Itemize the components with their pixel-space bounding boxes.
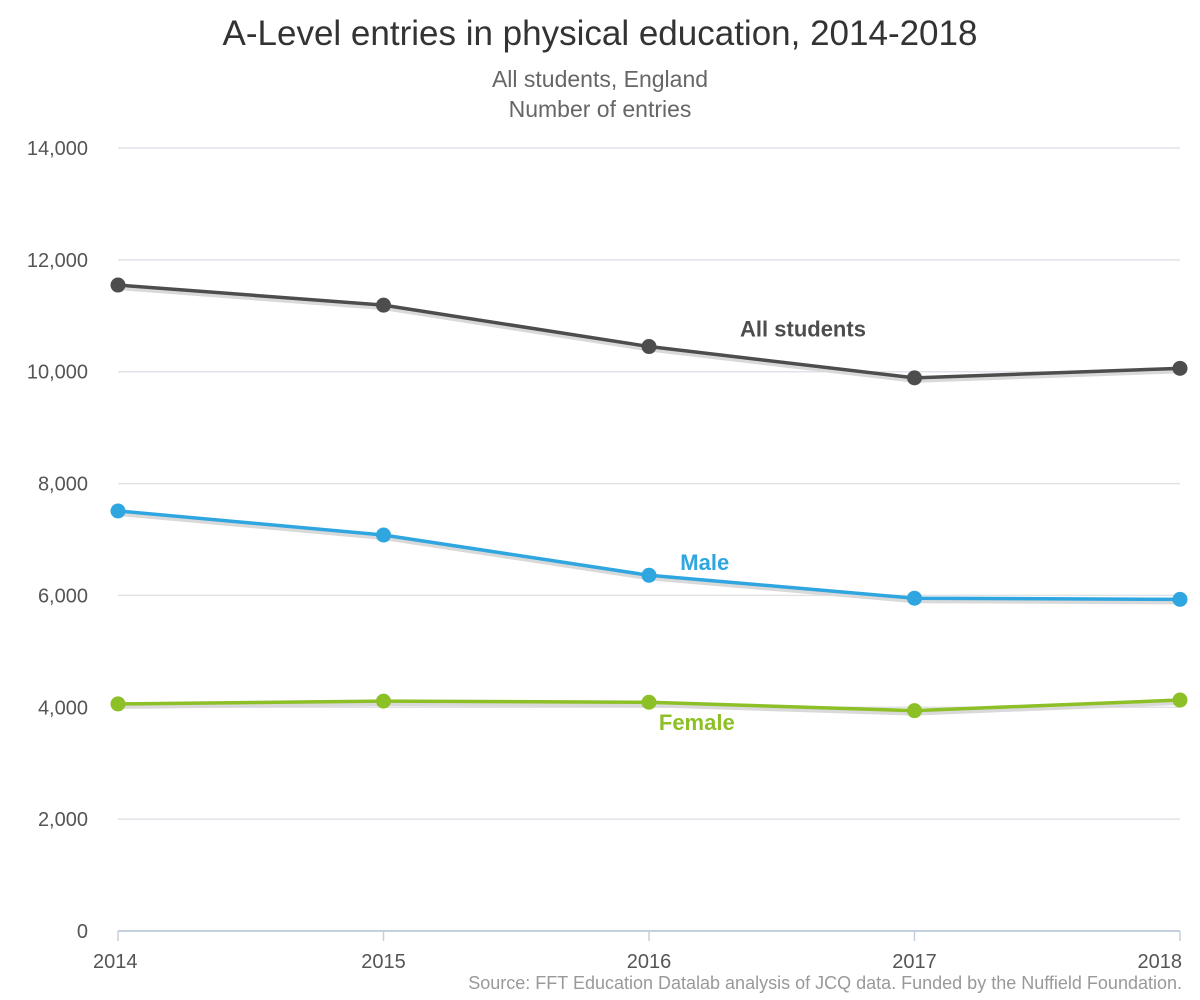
series-all-students <box>110 277 1188 386</box>
data-point-all-students <box>376 297 391 313</box>
source-note: Source: FFT Education Datalab analysis o… <box>468 973 1182 993</box>
axes: 0 2,000 4,000 6,000 8,000 10,000 12,000 14,000 2… <box>27 138 1182 973</box>
series-labels: All students Male Female <box>659 317 866 735</box>
series-label-female: Female <box>659 710 735 735</box>
series-female <box>110 692 1188 719</box>
y-tick-label: 12,000 <box>27 250 88 272</box>
series-label-male: Male <box>680 550 729 575</box>
x-tick-label: 2017 <box>892 951 937 973</box>
data-point-all-students <box>1172 360 1188 376</box>
x-tick-label: 2014 <box>93 951 138 973</box>
series-male <box>110 503 1188 607</box>
y-tick-label: 14,000 <box>27 138 88 160</box>
subtitle-line-measure: Number of entries <box>508 96 692 122</box>
data-point-all-students <box>907 370 922 386</box>
data-point-female <box>376 693 391 709</box>
series-label-all-students: All students <box>740 317 866 342</box>
series-line-male <box>117 509 1181 602</box>
data-point-male <box>1172 591 1188 607</box>
series-lines <box>110 277 1188 719</box>
series-shadow-male <box>117 511 1181 605</box>
data-point-male <box>376 527 391 543</box>
gridlines <box>118 147 1180 820</box>
y-tick-label: 4,000 <box>38 697 88 719</box>
data-point-female <box>641 694 657 710</box>
data-point-all-students <box>641 339 657 355</box>
y-tick-label: 0 <box>77 921 88 943</box>
data-point-female <box>907 703 922 719</box>
y-tick-label: 2,000 <box>38 809 88 831</box>
data-point-female <box>110 696 126 712</box>
chart-subtitle: All students, England Number of entries <box>0 64 1200 124</box>
x-tick-label: 2018 <box>1138 951 1183 973</box>
x-tick-label: 2015 <box>361 951 406 973</box>
chart-title: A-Level entries in physical education, 2… <box>222 14 978 53</box>
y-tick-label: 8,000 <box>38 474 88 496</box>
data-point-male <box>110 503 126 519</box>
data-point-all-students <box>110 277 126 293</box>
subtitle-line-population: All students, England <box>491 66 709 92</box>
data-point-male <box>907 590 922 606</box>
data-point-female <box>1172 692 1188 708</box>
data-point-male <box>641 567 657 583</box>
series-shadow-all-students <box>117 286 1181 383</box>
x-tick-label: 2016 <box>627 951 672 973</box>
y-tick-label: 10,000 <box>27 362 88 384</box>
y-tick-label: 6,000 <box>38 585 88 607</box>
